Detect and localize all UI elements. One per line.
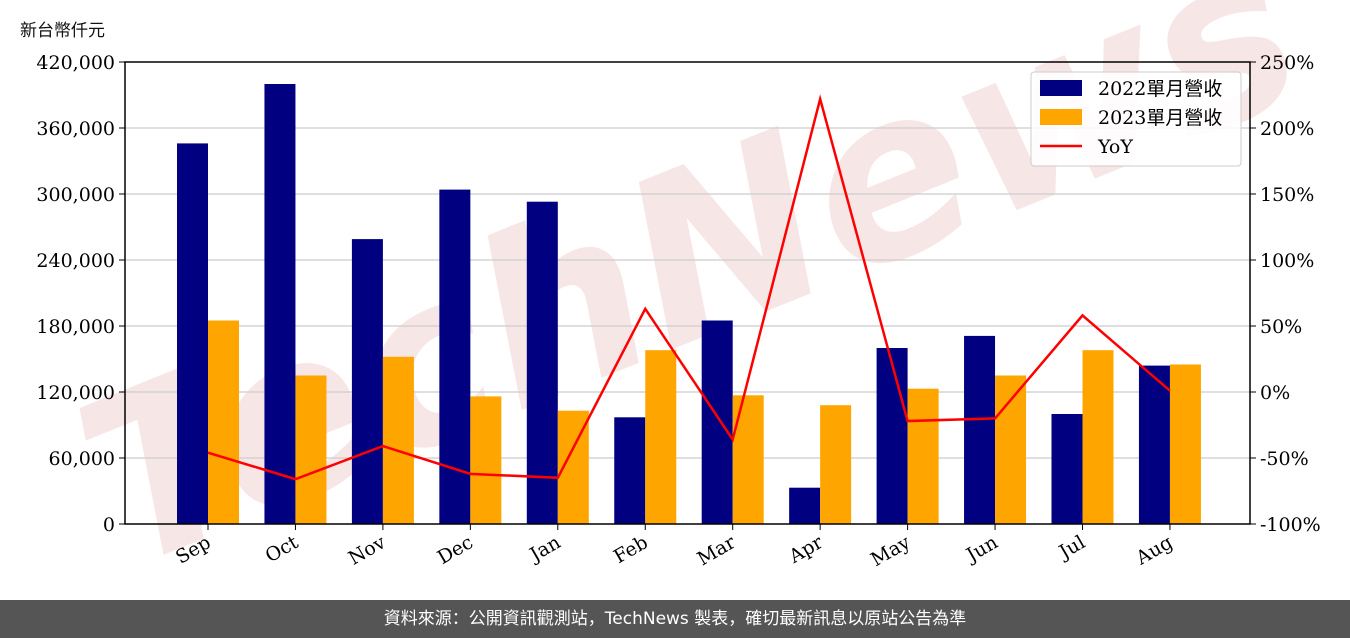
bar-2023 [470, 396, 502, 524]
x-tick-label: May [867, 531, 914, 571]
bar-2023 [382, 356, 414, 524]
legend-label: 2022單月營收 [1098, 78, 1222, 100]
yoy-line [207, 94, 1171, 481]
bar-2022 [701, 320, 733, 524]
y-tick-label: 300,000 [36, 184, 115, 206]
revenue-chart: TechNews060,000120,000180,000240,000300,… [36, 0, 1334, 600]
bar-2023 [907, 388, 939, 524]
y2-tick-label: 150% [1260, 184, 1314, 206]
bar-2023 [1082, 350, 1114, 524]
bar-2023 [208, 320, 239, 524]
legend-label: 2023單月營收 [1098, 107, 1222, 129]
bar-2022 [351, 239, 383, 524]
bar-2023 [995, 375, 1027, 524]
y-tick-label: 360,000 [36, 118, 115, 140]
legend-box [1030, 71, 1242, 167]
y-tick-label: 420,000 [36, 52, 115, 74]
bar-2022 [1051, 414, 1083, 524]
bar-2023 [295, 375, 327, 524]
bar-2023 [645, 350, 677, 524]
y2-tick-label: -100% [1260, 514, 1321, 536]
y2-tick-label: 200% [1260, 118, 1314, 140]
x-tick-label: Jan [525, 531, 565, 567]
bar-2022 [526, 201, 558, 524]
bar-2022 [614, 417, 646, 524]
bar-2023 [732, 395, 764, 524]
y-tick-label: 240,000 [36, 250, 115, 272]
legend-swatch [1040, 80, 1082, 96]
x-tick-label: Jun [961, 531, 1002, 567]
y2-tick-label: 100% [1260, 250, 1314, 272]
bar-2023 [1169, 364, 1201, 524]
bar-2022 [964, 335, 996, 524]
x-tick-label: Dec [434, 531, 477, 569]
bar-2022 [439, 189, 471, 524]
plot-frame [124, 61, 1251, 525]
x-tick-label: Aug [1132, 531, 1177, 570]
y-tick-label: 60,000 [49, 448, 115, 470]
legend-label: YoY [1097, 136, 1133, 158]
source-footer: 資料來源：公開資訊觀測站，TechNews 製表，確切最新訊息以原站公告為準 [0, 600, 1350, 638]
bar-2022 [177, 143, 208, 524]
bar-2022 [876, 348, 908, 524]
bar-2022 [1138, 365, 1170, 524]
x-tick-label: Feb [610, 531, 652, 568]
x-tick-label: Mar [694, 531, 740, 570]
legend-swatch [1040, 109, 1082, 125]
bar-2023 [820, 405, 852, 524]
bar-2022 [789, 487, 821, 524]
bar-2022 [264, 84, 296, 524]
y-tick-label: 0 [103, 514, 115, 536]
x-tick-label: Jul [1054, 531, 1089, 564]
y-axis-unit-label: 新台幣仟元 [20, 21, 105, 41]
y2-tick-label: 250% [1260, 52, 1314, 74]
x-tick-label: Apr [785, 531, 828, 568]
y-tick-label: 180,000 [36, 316, 115, 338]
y2-tick-label: 50% [1260, 316, 1302, 338]
y-tick-label: 120,000 [36, 382, 115, 404]
y2-tick-label: 0% [1260, 382, 1290, 404]
y2-tick-label: -50% [1260, 448, 1309, 470]
